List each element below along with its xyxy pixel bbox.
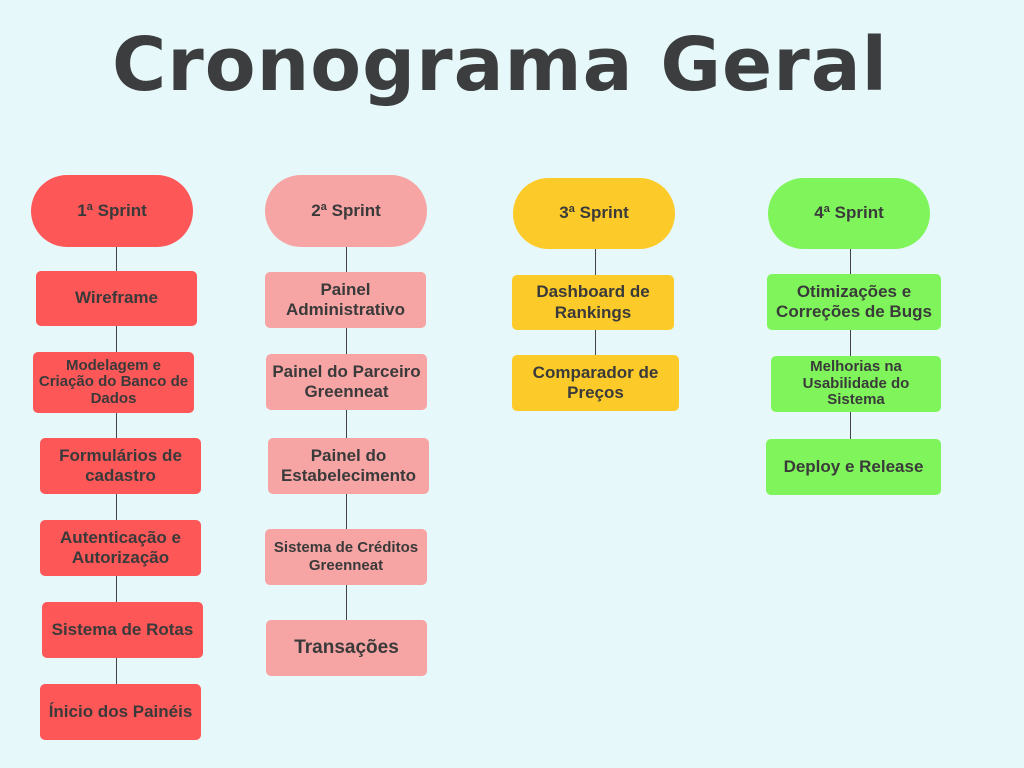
task-autenticacao: Autenticação e Autorização bbox=[40, 520, 201, 576]
sprint-2-header: 2ª Sprint bbox=[265, 175, 427, 247]
task-painel-parceiro: Painel do Parceiro Greenneat bbox=[266, 354, 427, 410]
task-melhorias-usabilidade: Melhorias na Usabilidade do Sistema bbox=[771, 356, 941, 412]
task-sistema-rotas: Sistema de Rotas bbox=[42, 602, 203, 658]
task-sistema-creditos: Sistema de Créditos Greenneat bbox=[265, 529, 427, 585]
task-wireframe: Wireframe bbox=[36, 271, 197, 326]
sprint-3-header: 3ª Sprint bbox=[513, 178, 675, 249]
task-modelagem-banco: Modelagem e Criação do Banco de Dados bbox=[33, 352, 194, 413]
page-title: Cronograma Geral bbox=[111, 22, 889, 108]
task-formularios-cadastro: Formulários de cadastro bbox=[40, 438, 201, 494]
task-dashboard-rankings: Dashboard de Rankings bbox=[512, 275, 674, 330]
task-painel-administrativo: Painel Administrativo bbox=[265, 272, 426, 328]
task-inicio-paineis: Ínicio dos Painéis bbox=[40, 684, 201, 740]
task-comparador-precos: Comparador de Preços bbox=[512, 355, 679, 411]
sprint-1-header: 1ª Sprint bbox=[31, 175, 193, 247]
sprint-4-header: 4ª Sprint bbox=[768, 178, 930, 249]
task-painel-estabelecimento: Painel do Estabelecimento bbox=[268, 438, 429, 494]
task-otimizacoes-bugs: Otimizações e Correções de Bugs bbox=[767, 274, 941, 330]
task-transacoes: Transações bbox=[266, 620, 427, 676]
task-deploy-release: Deploy e Release bbox=[766, 439, 941, 495]
